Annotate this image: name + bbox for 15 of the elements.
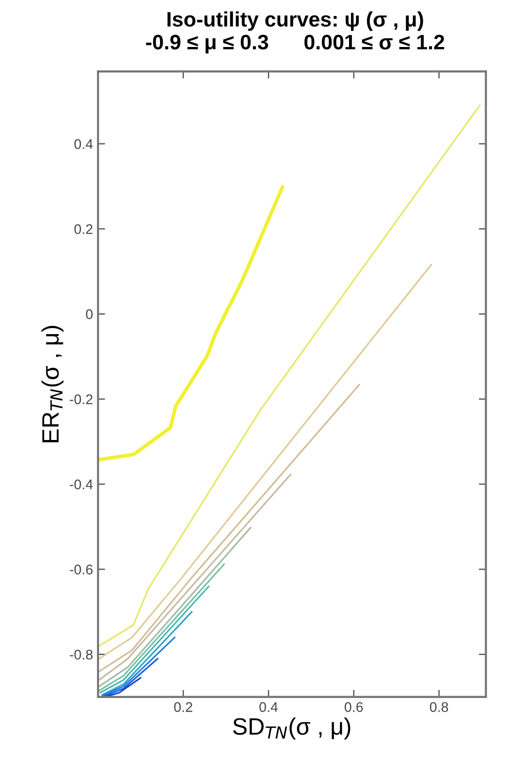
y-tick-label: -0.6: [70, 564, 93, 574]
x-tick-label: 0.8: [430, 702, 448, 712]
x-tick-label: 0.6: [344, 702, 363, 712]
y-tick-label: 0.4: [74, 139, 93, 149]
x-axis-title: SD$_{TN}$(σ , μ): [233, 718, 350, 740]
chart-title: Iso-utility curves: ψ (σ , μ): [168, 11, 424, 31]
y-tick-label: -0.2: [70, 394, 92, 404]
y-axis-title: ER$_{TN}$(σ , μ): [41, 326, 64, 442]
x-tick-label: 0.4: [259, 702, 278, 712]
y-tick-label: -0.8: [70, 650, 93, 660]
x-tick-label: 0.2: [174, 702, 192, 712]
chart-subtitle: -0.9 ≤ μ ≤ 0.3 0.001 ≤ σ ≤ 1.2: [146, 34, 444, 54]
y-tick-label: 0: [86, 309, 93, 320]
y-tick-label: 0.2: [74, 224, 92, 234]
y-tick-label: -0.4: [70, 480, 93, 490]
